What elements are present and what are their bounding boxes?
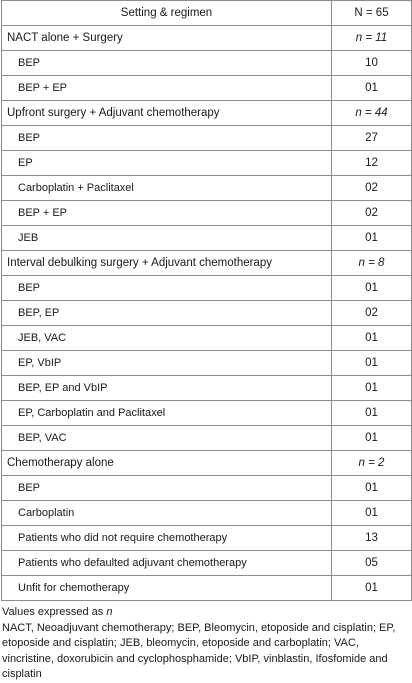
row-label: BEP + EP xyxy=(1,75,332,101)
table-body: NACT alone + Surgery n = 11 BEP 10 BEP + EP 0… xyxy=(1,25,412,601)
table-row: BEP 01 xyxy=(1,275,412,301)
row-label: JEB, VAC xyxy=(1,325,332,351)
row-label: Chemotherapy alone xyxy=(1,450,332,476)
row-value: 01 xyxy=(331,325,412,351)
values-note-symbol: n xyxy=(106,606,113,618)
table-header-row: Setting & regimen N = 65 xyxy=(1,0,412,26)
row-label: BEP xyxy=(1,475,332,501)
row-label: EP xyxy=(1,150,332,176)
row-label: Interval debulking surgery + Adjuvant ch… xyxy=(1,250,332,276)
row-label: BEP xyxy=(1,275,332,301)
row-label: Upfront surgery + Adjuvant chemotherapy xyxy=(1,100,332,126)
row-value: 01 xyxy=(331,225,412,251)
table-row: BEP, EP 02 xyxy=(1,300,412,326)
header-setting: Setting & regimen xyxy=(1,0,332,26)
row-value: 27 xyxy=(331,125,412,151)
table-row: BEP, EP and VbIP 01 xyxy=(1,375,412,401)
row-label: BEP, VAC xyxy=(1,425,332,451)
table-row: BEP + EP 02 xyxy=(1,200,412,226)
table-notes: Values expressed as n NACT, Neoadjuvant … xyxy=(2,605,410,683)
row-label: JEB xyxy=(1,225,332,251)
table-row: BEP 10 xyxy=(1,50,412,76)
row-value: 13 xyxy=(331,525,412,551)
values-note: Values expressed as n xyxy=(2,605,410,621)
regimen-table: Setting & regimen N = 65 NACT alone + Su… xyxy=(1,0,412,601)
row-value: n = 44 xyxy=(331,100,412,126)
row-label: BEP + EP xyxy=(1,200,332,226)
row-value: 02 xyxy=(331,175,412,201)
row-label: Carboplatin + Paclitaxel xyxy=(1,175,332,201)
abbreviations-note: NACT, Neoadjuvant chemotherapy; BEP, Ble… xyxy=(2,621,396,681)
table-row: Unfit for chemotherapy 01 xyxy=(1,575,412,601)
table-row: EP, Carboplatin and Paclitaxel 01 xyxy=(1,400,412,426)
section-row: Upfront surgery + Adjuvant chemotherapy n… xyxy=(1,100,412,126)
values-note-text: Values expressed as xyxy=(2,606,107,618)
row-label: Patients who did not require chemotherap… xyxy=(1,525,332,551)
row-label: Unfit for chemotherapy xyxy=(1,575,332,601)
table-row: BEP + EP 01 xyxy=(1,75,412,101)
table-row: BEP 27 xyxy=(1,125,412,151)
row-value: 02 xyxy=(331,200,412,226)
row-label: BEP xyxy=(1,50,332,76)
row-label: BEP xyxy=(1,125,332,151)
row-value: n = 11 xyxy=(331,25,412,51)
row-label: EP, VbIP xyxy=(1,350,332,376)
row-value: 01 xyxy=(331,425,412,451)
row-value: 01 xyxy=(331,375,412,401)
row-value: 01 xyxy=(331,575,412,601)
table-row: BEP 01 xyxy=(1,475,412,501)
row-value: 10 xyxy=(331,50,412,76)
table-row: BEP, VAC 01 xyxy=(1,425,412,451)
table-row: JEB, VAC 01 xyxy=(1,325,412,351)
row-label: NACT alone + Surgery xyxy=(1,25,332,51)
table-row: EP 12 xyxy=(1,150,412,176)
table-row: Patients who did not require chemotherap… xyxy=(1,525,412,551)
table-row: Carboplatin + Paclitaxel 02 xyxy=(1,175,412,201)
table-row: Carboplatin 01 xyxy=(1,500,412,526)
row-label: BEP, EP xyxy=(1,300,332,326)
table-row: JEB 01 xyxy=(1,225,412,251)
row-value: 12 xyxy=(331,150,412,176)
header-n: N = 65 xyxy=(331,0,412,26)
row-value: 01 xyxy=(331,275,412,301)
row-value: 05 xyxy=(331,550,412,576)
row-label: Patients who defaulted adjuvant chemothe… xyxy=(1,550,332,576)
section-row: Chemotherapy alone n = 2 xyxy=(1,450,412,476)
section-row: Interval debulking surgery + Adjuvant ch… xyxy=(1,250,412,276)
table-row: Patients who defaulted adjuvant chemothe… xyxy=(1,550,412,576)
row-label: EP, Carboplatin and Paclitaxel xyxy=(1,400,332,426)
row-label: Carboplatin xyxy=(1,500,332,526)
row-value: n = 8 xyxy=(331,250,412,276)
row-value: 02 xyxy=(331,300,412,326)
section-row: NACT alone + Surgery n = 11 xyxy=(1,25,412,51)
row-label: BEP, EP and VbIP xyxy=(1,375,332,401)
row-value: n = 2 xyxy=(331,450,412,476)
row-value: 01 xyxy=(331,400,412,426)
row-value: 01 xyxy=(331,500,412,526)
row-value: 01 xyxy=(331,475,412,501)
row-value: 01 xyxy=(331,350,412,376)
row-value: 01 xyxy=(331,75,412,101)
table-row: EP, VbIP 01 xyxy=(1,350,412,376)
